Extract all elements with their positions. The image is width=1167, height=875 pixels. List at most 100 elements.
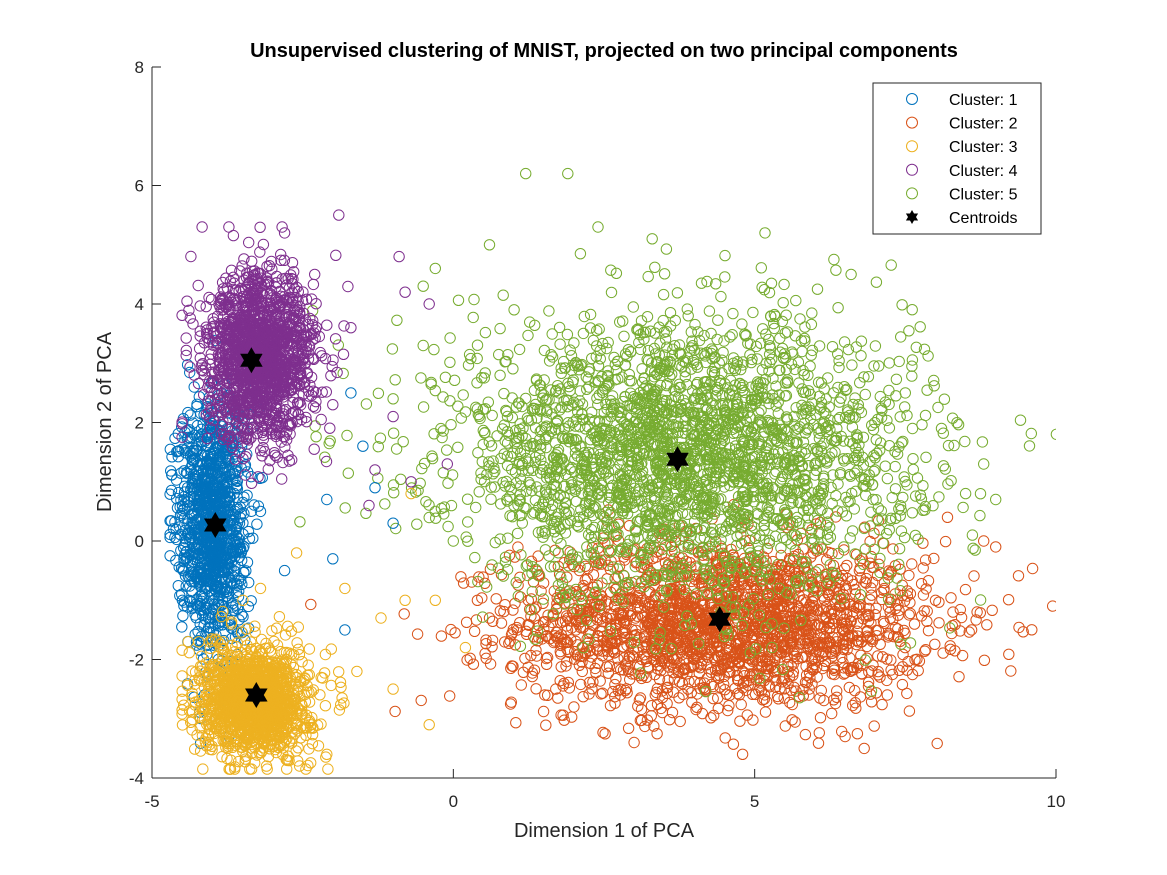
- data-point: [530, 683, 542, 695]
- data-point: [602, 667, 614, 679]
- data-point: [959, 583, 972, 596]
- data-point: [473, 571, 485, 583]
- data-point: [807, 568, 819, 580]
- data-point: [849, 684, 861, 697]
- data-point: [904, 588, 917, 600]
- data-point: [1005, 665, 1017, 677]
- data-point: [683, 675, 695, 688]
- data-point: [908, 618, 921, 630]
- data-point: [564, 546, 576, 558]
- data-point: [618, 652, 630, 664]
- data-point: [911, 653, 923, 665]
- data-point: [828, 694, 840, 706]
- data-point: [759, 706, 772, 718]
- data-point: [811, 671, 823, 683]
- data-point: [510, 717, 522, 729]
- data-point: [622, 722, 635, 734]
- data-point: [862, 610, 875, 622]
- data-point: [449, 627, 461, 639]
- data-point: [630, 624, 642, 636]
- data-point: [874, 671, 886, 683]
- data-point: [579, 574, 591, 586]
- data-point: [559, 615, 572, 627]
- data-point: [819, 648, 831, 660]
- data-point: [398, 608, 410, 620]
- data-point: [920, 644, 932, 656]
- data-point: [688, 580, 700, 592]
- data-point: [770, 664, 782, 677]
- data-point: [817, 646, 829, 659]
- data-point: [955, 611, 968, 624]
- data-point: [836, 651, 848, 664]
- data-point: [841, 559, 853, 572]
- data-point: [731, 669, 743, 682]
- data-point: [624, 673, 636, 686]
- data-point: [862, 615, 875, 627]
- data-point: [526, 667, 539, 679]
- data-point: [838, 544, 850, 556]
- data-point: [970, 614, 982, 626]
- data-point: [822, 617, 835, 629]
- data-point: [882, 569, 895, 581]
- data-point: [480, 638, 492, 650]
- data-point: [575, 678, 587, 691]
- data-point: [837, 634, 849, 646]
- data-point: [604, 563, 616, 576]
- data-point: [505, 662, 517, 674]
- data-point: [903, 609, 915, 621]
- data-point: [590, 667, 602, 679]
- data-point: [457, 577, 470, 589]
- data-point: [435, 630, 448, 642]
- data-point: [484, 658, 497, 670]
- data-point: [939, 535, 952, 548]
- data-point: [785, 684, 797, 696]
- data-point: [803, 683, 815, 695]
- data-point: [843, 681, 855, 694]
- data-point: [933, 617, 945, 629]
- data-point: [641, 714, 654, 726]
- data-point: [445, 623, 457, 636]
- data-point: [885, 664, 897, 676]
- data-point: [479, 647, 491, 660]
- data-point: [648, 653, 661, 666]
- data-point: [740, 684, 752, 697]
- data-point: [541, 651, 554, 664]
- data-point: [733, 689, 746, 701]
- data-point: [621, 687, 633, 699]
- data-point: [945, 592, 957, 604]
- data-point: [893, 664, 905, 676]
- data-point: [917, 589, 930, 601]
- data-point: [486, 634, 499, 646]
- data-point: [812, 572, 825, 584]
- data-point: [525, 649, 537, 662]
- data-point: [557, 589, 569, 601]
- data-point: [963, 626, 975, 638]
- data-point: [468, 625, 481, 637]
- data-point: [464, 652, 476, 664]
- data-point: [486, 641, 498, 653]
- data-point: [305, 598, 317, 611]
- data-point: [744, 553, 756, 565]
- data-point: [903, 569, 915, 582]
- data-point: [461, 654, 473, 666]
- data-point: [499, 636, 511, 648]
- data-point: [820, 624, 833, 636]
- data-point: [947, 606, 959, 618]
- data-point: [814, 692, 826, 704]
- data-point: [537, 705, 550, 718]
- data-point: [862, 608, 874, 621]
- data-point: [719, 732, 731, 744]
- data-point: [1026, 624, 1038, 636]
- data-point: [727, 549, 739, 561]
- data-point: [858, 742, 870, 755]
- data-point: [540, 658, 553, 670]
- data-point: [813, 727, 825, 739]
- data-point: [467, 658, 480, 670]
- data-point: [861, 652, 873, 664]
- data-point: [746, 688, 759, 700]
- data-point: [639, 558, 651, 571]
- data-point: [850, 702, 862, 714]
- data-point: [903, 705, 916, 717]
- data-point: [1003, 648, 1015, 660]
- data-point: [1017, 626, 1029, 638]
